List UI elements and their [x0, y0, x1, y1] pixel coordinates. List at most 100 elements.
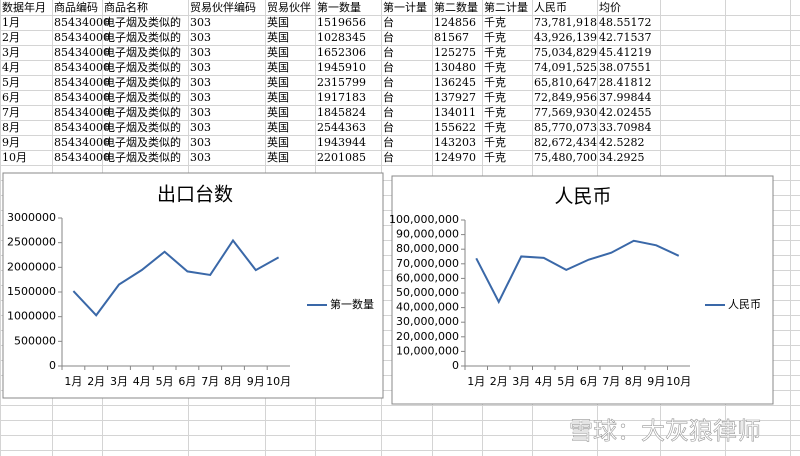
cell: 1028345	[317, 31, 366, 44]
header-cell: 第二计量	[484, 0, 528, 14]
cell: 74,091,525	[534, 61, 597, 74]
cell: 英国	[267, 90, 289, 104]
x-tick-label: 6月	[178, 375, 196, 388]
x-tick-label: 3月	[110, 375, 128, 388]
cell: 303	[190, 91, 211, 104]
cell: 台	[383, 150, 394, 164]
header-cell: 人民币	[534, 1, 567, 14]
chart: 出口台数 0 500000 1000000 1500000 2000000 2500000 3…	[7, 184, 374, 389]
cell: 台	[383, 105, 394, 119]
cell: 台	[383, 60, 394, 74]
cell: 电子烟及类似的	[104, 45, 181, 59]
cell: 千克	[484, 46, 506, 59]
cell: 千克	[484, 151, 506, 164]
header-cell: 贸易伙伴	[267, 1, 311, 14]
line-series	[72, 238, 280, 317]
cell: 英国	[267, 120, 289, 134]
x-tick-label: 7月	[602, 375, 620, 388]
cell: 42.02455	[599, 106, 652, 119]
x-tick-label: 5月	[557, 375, 575, 388]
chart-frame	[2, 172, 384, 399]
y-tick-label: 70,000,000	[396, 257, 459, 270]
header-cell: 数据年月	[2, 0, 46, 14]
cell: 台	[383, 45, 394, 59]
cell: 1月	[2, 16, 20, 29]
y-tick-label: 0	[49, 359, 56, 372]
cell: 85434000	[54, 136, 110, 149]
cell: 124970	[434, 151, 476, 164]
cell: 千克	[484, 76, 506, 89]
cell: 65,810,647	[534, 76, 597, 89]
cell: 电子烟及类似的	[104, 75, 181, 89]
cell: 85434000	[54, 76, 110, 89]
x-tick-label: 5月	[156, 375, 174, 388]
cell: 8月	[2, 121, 20, 134]
x-tick-label: 3月	[512, 375, 530, 388]
y-tick-label: 90,000,000	[396, 228, 459, 241]
cell: 电子烟及类似的	[104, 150, 181, 164]
sheet-table: 数据年月 商品编码 商品名称 贸易伙伴编码 贸易伙伴 第一数量 第一计量 第二数量 第二计量 人民…	[2, 0, 652, 164]
cell: 303	[190, 31, 211, 44]
x-tick-label: 2月	[490, 375, 508, 388]
cell: 电子烟及类似的	[104, 105, 181, 119]
cell: 英国	[267, 135, 289, 149]
cell: 台	[383, 15, 394, 29]
cell: 303	[190, 76, 211, 89]
cell: 台	[383, 120, 394, 134]
cell: 台	[383, 30, 394, 44]
cell: 2544363	[317, 121, 366, 134]
x-tick-label: 1月	[467, 375, 485, 388]
cell: 电子烟及类似的	[104, 90, 181, 104]
cell: 85,770,073	[534, 121, 597, 134]
chart-title: 出口台数	[157, 184, 233, 206]
y-tick-label: 60,000,000	[396, 271, 459, 284]
x-tick-label: 10月	[666, 375, 691, 388]
cell: 1652306	[317, 46, 366, 59]
cell: 英国	[267, 150, 289, 164]
cell: 48.55172	[599, 16, 652, 29]
cell: 英国	[267, 75, 289, 89]
cell: 台	[383, 90, 394, 104]
cell: 英国	[267, 105, 289, 119]
header-cell: 第二数量	[434, 0, 478, 14]
cell: 155622	[434, 121, 476, 134]
cell: 137927	[434, 91, 476, 104]
x-tick-label: 8月	[625, 375, 643, 388]
y-tick-label: 20,000,000	[396, 330, 459, 343]
cell: 4月	[2, 61, 20, 74]
cell: 9月	[2, 136, 20, 149]
cell: 1945910	[317, 61, 366, 74]
cell: 303	[190, 16, 211, 29]
x-tick-label: 2月	[87, 375, 105, 388]
cell: 2315799	[317, 76, 366, 89]
cell: 3月	[2, 46, 20, 59]
x-tick-label: 8月	[224, 375, 242, 388]
cell: 38.07551	[599, 61, 652, 74]
cell: 千克	[484, 16, 506, 29]
cell: 303	[190, 106, 211, 119]
cell: 303	[190, 136, 211, 149]
cell: 85434000	[54, 151, 110, 164]
cell: 1845824	[317, 106, 366, 119]
watermark: 雪球：大灰狼律师	[569, 417, 761, 445]
cell: 134011	[434, 106, 476, 119]
x-tick-label: 7月	[201, 375, 219, 388]
y-tick-label: 500000	[14, 334, 56, 347]
legend-label: 第一数量	[330, 297, 374, 311]
cell: 电子烟及类似的	[104, 135, 181, 149]
cell: 85434000	[54, 61, 110, 74]
cell: 英国	[267, 30, 289, 44]
cell: 124856	[434, 16, 476, 29]
cell: 电子烟及类似的	[104, 15, 181, 29]
cell: 28.41812	[599, 76, 652, 89]
x-tick-label: 10月	[266, 375, 291, 388]
x-tick-label: 6月	[580, 375, 598, 388]
cell: 1519656	[317, 16, 366, 29]
x-tick-label: 9月	[247, 375, 265, 388]
cell: 75,480,700	[534, 151, 597, 164]
cell: 85434000	[54, 121, 110, 134]
y-tick-label: 1000000	[7, 310, 56, 323]
cell: 42.71537	[599, 31, 652, 44]
chart-title: 人民币	[554, 186, 611, 208]
